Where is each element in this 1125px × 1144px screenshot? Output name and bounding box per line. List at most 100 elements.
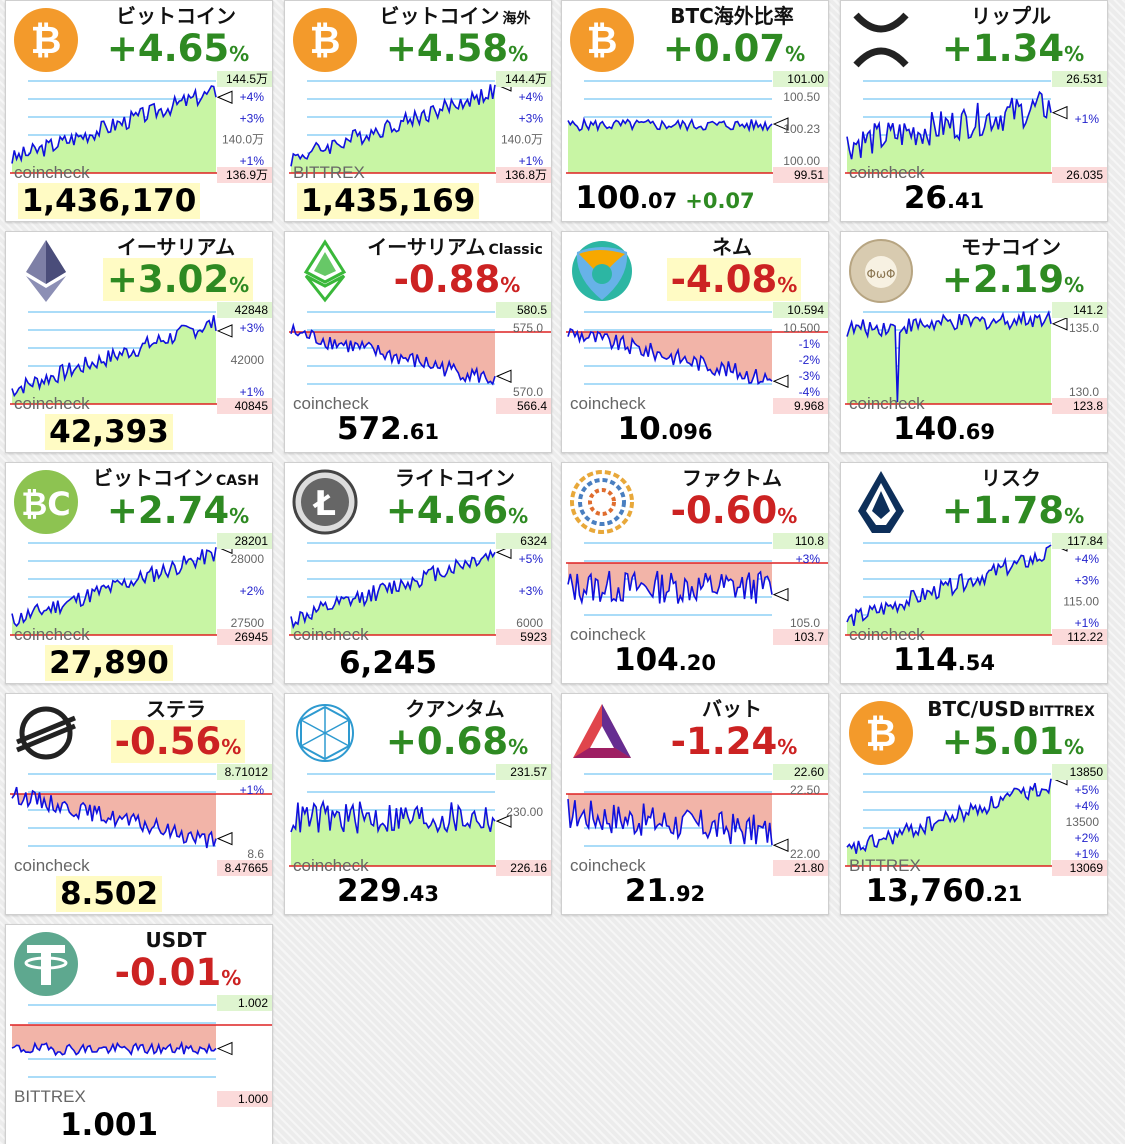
coin-name: バット bbox=[702, 697, 762, 721]
low-label-bg bbox=[1052, 860, 1107, 876]
low-label-bg bbox=[1052, 629, 1107, 645]
bat-icon bbox=[569, 700, 635, 766]
ticker-card[interactable]: リップル +1.34% 26.531 26.035 +1% coincheck 26.41 bbox=[840, 0, 1108, 222]
ticker-card[interactable]: ₿ BTC海外比率 +0.07% 101.00 99.51 100.50 100.23 100… bbox=[561, 0, 829, 222]
axis-label: +1% bbox=[1075, 847, 1100, 861]
price-line bbox=[290, 84, 496, 167]
ticker-card[interactable]: USDT -0.01% 1.002 1.000 BITTREX 1.001 bbox=[5, 924, 273, 1144]
ticker-card[interactable]: ΦωΦ モナコイン +2.19% 141.2 123.8 135.0 130.0 coinch… bbox=[840, 231, 1108, 453]
ticker-card[interactable]: ファクトム -0.60% 110.8 103.7 +3% 105.0 coincheck 10… bbox=[561, 462, 829, 684]
price-chart-svg: 6324 5923 +5% +3% 6000 bbox=[289, 533, 551, 645]
price-chart: 26.531 26.035 +1% bbox=[845, 71, 1107, 183]
low-label: 9.968 bbox=[794, 399, 824, 413]
current-price-marker bbox=[772, 374, 789, 388]
lisk-icon bbox=[848, 469, 914, 535]
high-label: 117.84 bbox=[1067, 534, 1103, 548]
nem-icon bbox=[569, 238, 635, 304]
current-price-marker bbox=[1051, 105, 1068, 120]
price-line bbox=[290, 799, 496, 834]
change-percent: -0.56% bbox=[88, 720, 268, 769]
price-line bbox=[846, 778, 1052, 854]
price-chart-svg: 141.2 123.8 135.0 130.0 bbox=[845, 302, 1107, 414]
monacoin-icon: ΦωΦ bbox=[848, 238, 914, 304]
axis-label: 230.00 bbox=[506, 805, 543, 819]
litecoin-icon: Ł bbox=[292, 469, 358, 535]
ticker-card[interactable]: イーサリアム +3.02% 42848 40845 +3% 42000 +1% coinche… bbox=[5, 231, 273, 453]
ticker-card[interactable]: ₿ BTC/USD BITTREX +5.01% 13850 13069 +5% +4% 135… bbox=[840, 693, 1108, 915]
low-label: 136.9万 bbox=[226, 168, 268, 182]
price-chart-svg: 580.5 566.4 575.0 570.0 bbox=[289, 302, 551, 414]
ticker-card[interactable]: ₿ ビットコイン +4.65% 144.5万 136.9万 +4% +3% 140.0万 +1%… bbox=[5, 0, 273, 222]
price-chart-svg: 26.531 26.035 +1% bbox=[845, 71, 1107, 183]
exchange-label: coincheck bbox=[570, 625, 646, 644]
ticker-card[interactable]: リスク +1.78% 117.84 112.22 +4% +3% 115.00 +1% coin… bbox=[840, 462, 1108, 684]
svg-text:₿: ₿ bbox=[866, 711, 897, 755]
svg-text:₿: ₿ bbox=[310, 18, 341, 62]
axis-label: 575.0 bbox=[513, 321, 543, 335]
price-line bbox=[846, 90, 1052, 160]
coin-name: ビットコイン 海外 bbox=[379, 4, 531, 28]
price-chart: 110.8 103.7 +3% 105.0 bbox=[566, 533, 828, 645]
chart-area bbox=[12, 1025, 216, 1055]
high-label-bg bbox=[217, 533, 272, 549]
axis-label: 130.0 bbox=[1069, 385, 1099, 399]
axis-label: 6000 bbox=[516, 616, 543, 630]
change-percent: +4.58% bbox=[385, 27, 529, 70]
low-label: 136.8万 bbox=[505, 168, 547, 182]
bitcoin-cash-icon: ₿C bbox=[13, 469, 79, 535]
svg-text:ΦωΦ: ΦωΦ bbox=[867, 267, 896, 281]
price-chart: 13850 13069 +5% +4% 13500 +2% +1% bbox=[845, 764, 1107, 876]
price-line bbox=[567, 116, 773, 133]
axis-label: +1% bbox=[1075, 112, 1100, 126]
low-label: 21.80 bbox=[794, 861, 824, 875]
ticker-card[interactable]: ステラ -0.56% 8.71012 8.47665 +1% 8.6 coincheck 8.… bbox=[5, 693, 273, 915]
coin-name: モナコイン bbox=[961, 235, 1061, 259]
price-chart: 10.594 9.968 10.500 -1% -2% -3% -4% bbox=[566, 302, 828, 414]
high-label: 101.00 bbox=[787, 72, 824, 86]
ticker-card[interactable]: ₿ ビットコイン 海外 +4.58% 144.4万 136.8万 +4% +3% 140.0万 +… bbox=[284, 0, 552, 222]
current-price: 229.43 bbox=[337, 873, 439, 909]
high-label: 231.57 bbox=[510, 765, 547, 779]
coin-name: BTC海外比率 bbox=[670, 4, 794, 28]
ticker-card[interactable]: ₿C ビットコイン CASH +2.74% 28201 26945 28000 +2% 2750… bbox=[5, 462, 273, 684]
high-label-bg bbox=[773, 764, 828, 780]
ticker-card[interactable]: ネム -4.08% 10.594 9.968 10.500 -1% -2% -3% -4% coi… bbox=[561, 231, 829, 453]
high-label: 10.594 bbox=[787, 303, 824, 317]
high-label: 8.71012 bbox=[225, 765, 269, 779]
exchange-label: coincheck bbox=[849, 394, 925, 413]
ticker-card[interactable]: Ł ライトコイン +4.66% 6324 5923 +5% +3% 6000 coincheck… bbox=[284, 462, 552, 684]
low-label-bg bbox=[773, 398, 828, 414]
exchange-label: coincheck bbox=[14, 394, 90, 413]
price-chart-svg: 8.71012 8.47665 +1% 8.6 bbox=[10, 764, 272, 876]
current-price: 8.502 bbox=[6, 876, 212, 912]
ticker-card[interactable]: イーサリアム Classic -0.88% 580.5 566.4 575.0 570.0 c… bbox=[284, 231, 552, 453]
ticker-card[interactable]: バット -1.24% 22.60 21.80 22.50 22.00 coincheck 21… bbox=[561, 693, 829, 915]
axis-label: +1% bbox=[519, 154, 544, 168]
axis-label: 28000 bbox=[231, 552, 265, 566]
high-label: 42848 bbox=[235, 303, 269, 317]
coin-name: ファクトム bbox=[682, 466, 782, 490]
change-percent: -0.88% bbox=[393, 258, 521, 301]
high-label-bg bbox=[217, 764, 272, 780]
axis-label: 105.0 bbox=[790, 616, 820, 630]
current-price: 13,760.21 bbox=[865, 873, 1023, 909]
price-chart: 1.002 1.000 bbox=[10, 995, 272, 1107]
high-label: 13850 bbox=[1070, 765, 1104, 779]
current-price-marker bbox=[495, 545, 512, 560]
low-label: 8.47665 bbox=[225, 861, 269, 875]
current-price: 100.07 +0.07 bbox=[575, 180, 755, 216]
qtum-icon bbox=[292, 700, 358, 766]
axis-label: +5% bbox=[519, 552, 544, 566]
exchange-label: BITTREX bbox=[849, 856, 921, 875]
price-chart: 117.84 112.22 +4% +3% 115.00 +1% bbox=[845, 533, 1107, 645]
axis-label: +1% bbox=[240, 154, 265, 168]
change-percent: -0.60% bbox=[670, 489, 798, 532]
ticker-card[interactable]: クアンタム +0.68% 231.57 226.16 230.00 coincheck 22… bbox=[284, 693, 552, 915]
chart-area bbox=[291, 84, 495, 173]
price-chart-svg: 144.5万 136.9万 +4% +3% 140.0万 +1% bbox=[10, 71, 272, 183]
low-label-bg bbox=[1052, 167, 1107, 183]
change-percent: +0.68% bbox=[385, 720, 529, 763]
price-chart: 101.00 99.51 100.50 100.23 100.00 bbox=[566, 71, 828, 183]
exchange-label: coincheck bbox=[14, 856, 90, 875]
chart-area bbox=[291, 551, 495, 635]
